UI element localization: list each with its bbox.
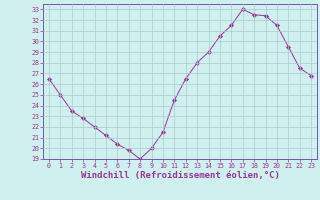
X-axis label: Windchill (Refroidissement éolien,°C): Windchill (Refroidissement éolien,°C)	[81, 171, 279, 180]
